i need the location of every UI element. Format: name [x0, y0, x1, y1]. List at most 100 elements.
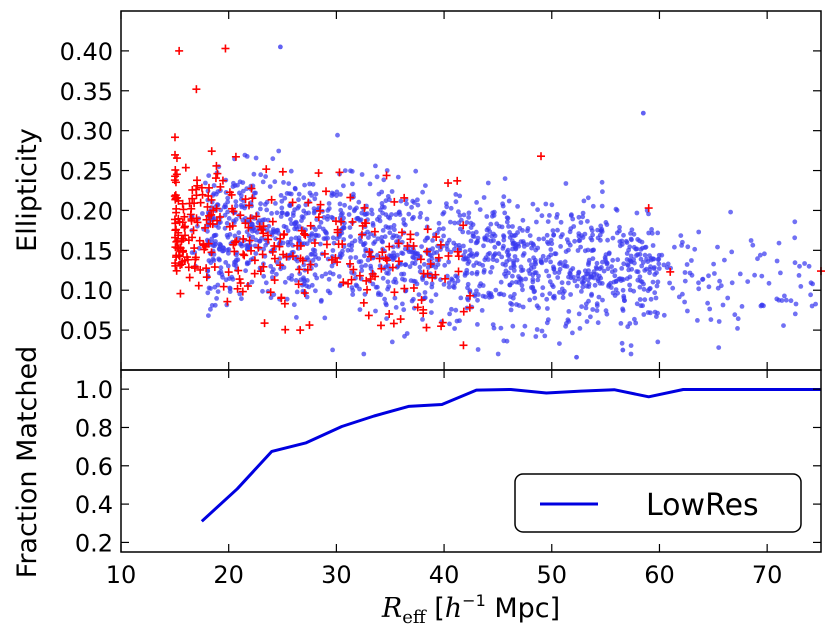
blue-data-point	[318, 299, 324, 304]
blue-data-point	[708, 317, 714, 322]
red-cross-marker	[247, 184, 256, 193]
red-cross-marker	[252, 212, 261, 221]
blue-data-point	[365, 229, 370, 235]
blue-data-point	[580, 210, 586, 216]
blue-data-point	[462, 271, 468, 276]
bottom-axes-frame	[120, 369, 822, 553]
red-cross-marker	[428, 273, 437, 282]
blue-data-point	[594, 308, 600, 313]
top-y-tick-label: 0.10	[60, 277, 113, 305]
blue-data-point	[488, 293, 494, 298]
red-cross-marker	[256, 267, 265, 276]
bottom-y-axis-label: Fraction Matched	[12, 346, 43, 579]
red-cross-marker	[230, 247, 239, 256]
red-cross-marker	[268, 247, 277, 256]
blue-data-point	[217, 247, 222, 252]
blue-data-point	[661, 262, 667, 268]
blue-data-point	[651, 266, 657, 271]
blue-data-point	[447, 311, 452, 317]
blue-data-point	[347, 205, 353, 211]
blue-data-point	[429, 281, 435, 287]
blue-data-point	[579, 233, 584, 239]
red-cross-marker	[444, 251, 453, 260]
red-cross-marker	[441, 274, 450, 283]
blue-data-point	[634, 269, 640, 274]
red-cross-marker	[250, 256, 259, 265]
blue-data-point	[221, 204, 227, 210]
blue-data-point	[397, 209, 402, 215]
blue-data-point	[452, 220, 458, 226]
red-cross-marker	[280, 230, 289, 239]
blue-data-point	[589, 274, 595, 280]
blue-data-point	[635, 237, 641, 242]
blue-data-point	[387, 215, 393, 221]
red-cross-marker	[400, 284, 409, 293]
red-cross-marker	[189, 226, 198, 235]
blue-data-point	[638, 278, 643, 284]
blue-data-point	[519, 268, 524, 274]
blue-data-point	[208, 286, 213, 291]
red-cross-marker	[171, 261, 180, 270]
blue-data-point	[592, 282, 598, 288]
blue-data-point	[494, 258, 500, 264]
blue-data-point	[655, 279, 661, 285]
blue-data-point	[609, 264, 614, 269]
blue-data-point	[542, 333, 548, 339]
blue-data-point	[460, 229, 466, 235]
red-cross-marker	[394, 257, 403, 266]
blue-data-point	[637, 297, 643, 302]
blue-data-point	[293, 219, 299, 225]
blue-data-point	[475, 347, 481, 352]
blue-data-point	[776, 297, 782, 303]
blue-data-point	[361, 242, 366, 248]
red-cross-marker	[188, 233, 197, 242]
red-cross-marker	[300, 289, 309, 298]
red-cross-marker	[212, 161, 221, 170]
red-cross-marker	[419, 305, 428, 314]
red-cross-marker	[454, 252, 463, 261]
blue-data-point	[456, 242, 462, 248]
blue-data-point	[502, 176, 508, 182]
blue-data-point	[737, 271, 743, 277]
red-cross-marker	[339, 278, 348, 287]
red-cross-marker	[666, 267, 675, 276]
red-cross-marker	[444, 179, 453, 188]
blue-data-point	[268, 295, 274, 301]
blue-data-point	[240, 180, 246, 186]
red-cross-marker	[259, 229, 268, 238]
blue-data-point	[383, 212, 389, 218]
blue-data-point	[369, 207, 374, 213]
blue-data-point	[712, 271, 717, 276]
blue-data-point	[379, 204, 385, 210]
red-cross-marker	[416, 255, 425, 264]
blue-data-point	[620, 287, 626, 293]
blue-data-point	[484, 214, 490, 219]
blue-data-point	[417, 264, 423, 270]
blue-data-point	[725, 295, 731, 301]
blue-data-point	[474, 200, 479, 205]
blue-data-point	[357, 307, 363, 312]
blue-data-point	[448, 205, 454, 211]
x-tick-label: 40	[429, 561, 460, 589]
blue-data-point	[501, 194, 507, 200]
blue-data-point	[311, 206, 317, 212]
red-cross-marker	[244, 223, 253, 232]
blue-data-point	[646, 230, 652, 236]
top-y-tick-label: 0.40	[60, 38, 113, 66]
blue-data-point	[466, 253, 472, 259]
blue-data-point	[253, 155, 259, 161]
blue-data-point	[452, 326, 457, 331]
red-cross-marker	[176, 289, 185, 298]
blue-data-point	[350, 292, 356, 297]
blue-data-point	[641, 286, 647, 292]
red-cross-marker	[453, 247, 462, 256]
blue-data-point	[464, 220, 470, 225]
blue-data-point	[340, 248, 345, 254]
blue-data-point	[595, 320, 601, 326]
x-tick-label: 20	[213, 561, 244, 589]
blue-data-point	[506, 198, 512, 204]
blue-data-point	[249, 279, 255, 285]
red-cross-marker	[304, 198, 313, 207]
top-y-axis-label: Ellipticity	[12, 128, 43, 252]
blue-data-point	[680, 291, 685, 297]
